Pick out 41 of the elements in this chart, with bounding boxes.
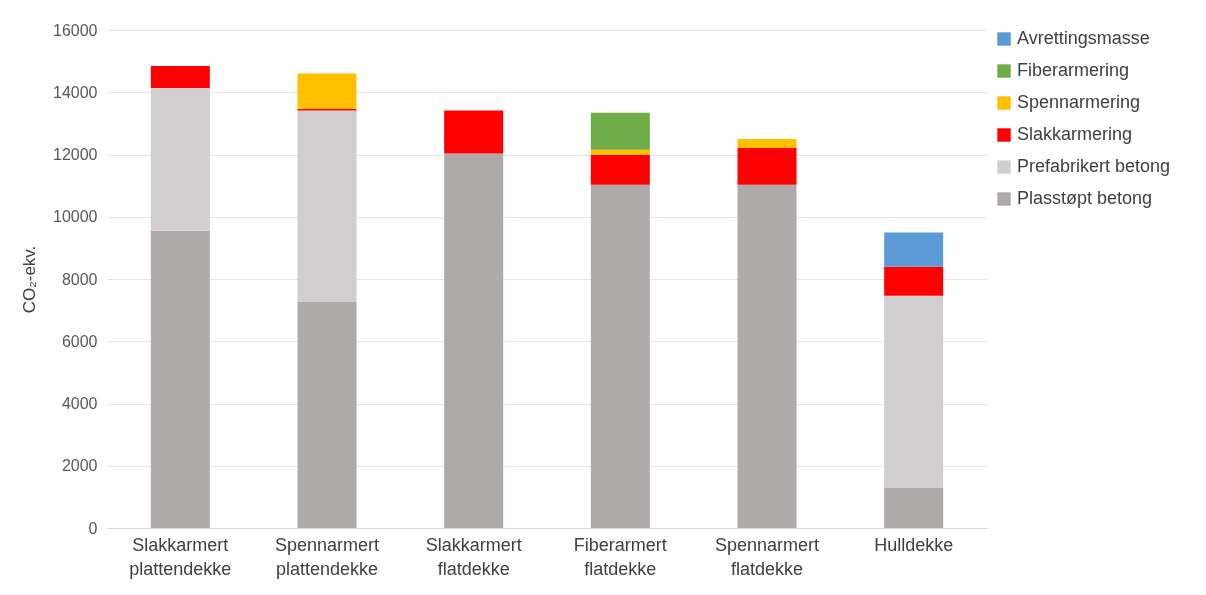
x-tick-label: Spennarmert plattendekke — [274, 534, 380, 579]
bar — [884, 266, 944, 296]
bar — [297, 302, 357, 528]
legend-label: Slakkarmering — [1017, 124, 1133, 144]
y-tick-label: 0 — [88, 519, 98, 537]
bar — [150, 87, 210, 231]
x-tick-label: Hulldekke — [874, 534, 954, 555]
bar — [297, 110, 357, 303]
bar — [590, 112, 650, 150]
y-tick-label: 4000 — [61, 395, 98, 412]
y-axis-title: CO₂-ekv. — [20, 245, 40, 314]
legend-label: Spennarmering — [1017, 92, 1141, 112]
bar — [884, 487, 944, 528]
bar — [590, 154, 650, 185]
x-tick-label: Spennarmert flatdekke — [714, 534, 820, 579]
bar — [884, 295, 944, 488]
bar — [444, 153, 504, 528]
bar — [737, 147, 797, 185]
bar — [150, 66, 210, 88]
bar — [884, 232, 944, 267]
y-tick-label: 2000 — [61, 457, 98, 475]
y-tick-label: 10000 — [53, 208, 98, 226]
bar — [444, 110, 504, 154]
legend-label: Fiberarmering — [1017, 60, 1130, 80]
bar — [150, 230, 210, 528]
bar — [590, 149, 650, 155]
y-tick-label: 6000 — [61, 332, 98, 350]
y-tick-label: 14000 — [53, 83, 98, 101]
x-tick-label: Fiberarmert flatdekke — [573, 534, 667, 579]
bar — [590, 184, 650, 528]
x-tick-label: Slakkarmert flatdekke — [425, 534, 522, 579]
bar — [737, 138, 797, 148]
bar — [737, 184, 797, 528]
legend-label: Avrettingsmasse — [1017, 28, 1150, 48]
legend-label: Plasstøpt betong — [1017, 188, 1153, 208]
y-tick-label: 8000 — [61, 270, 98, 288]
y-tick-label: 12000 — [53, 146, 98, 163]
legend-label: Prefabrikert betong — [1017, 156, 1171, 176]
x-tick-label: Slakkarmert plattendekke — [129, 534, 232, 579]
bar — [297, 73, 357, 109]
y-tick-label: 16000 — [53, 21, 98, 39]
